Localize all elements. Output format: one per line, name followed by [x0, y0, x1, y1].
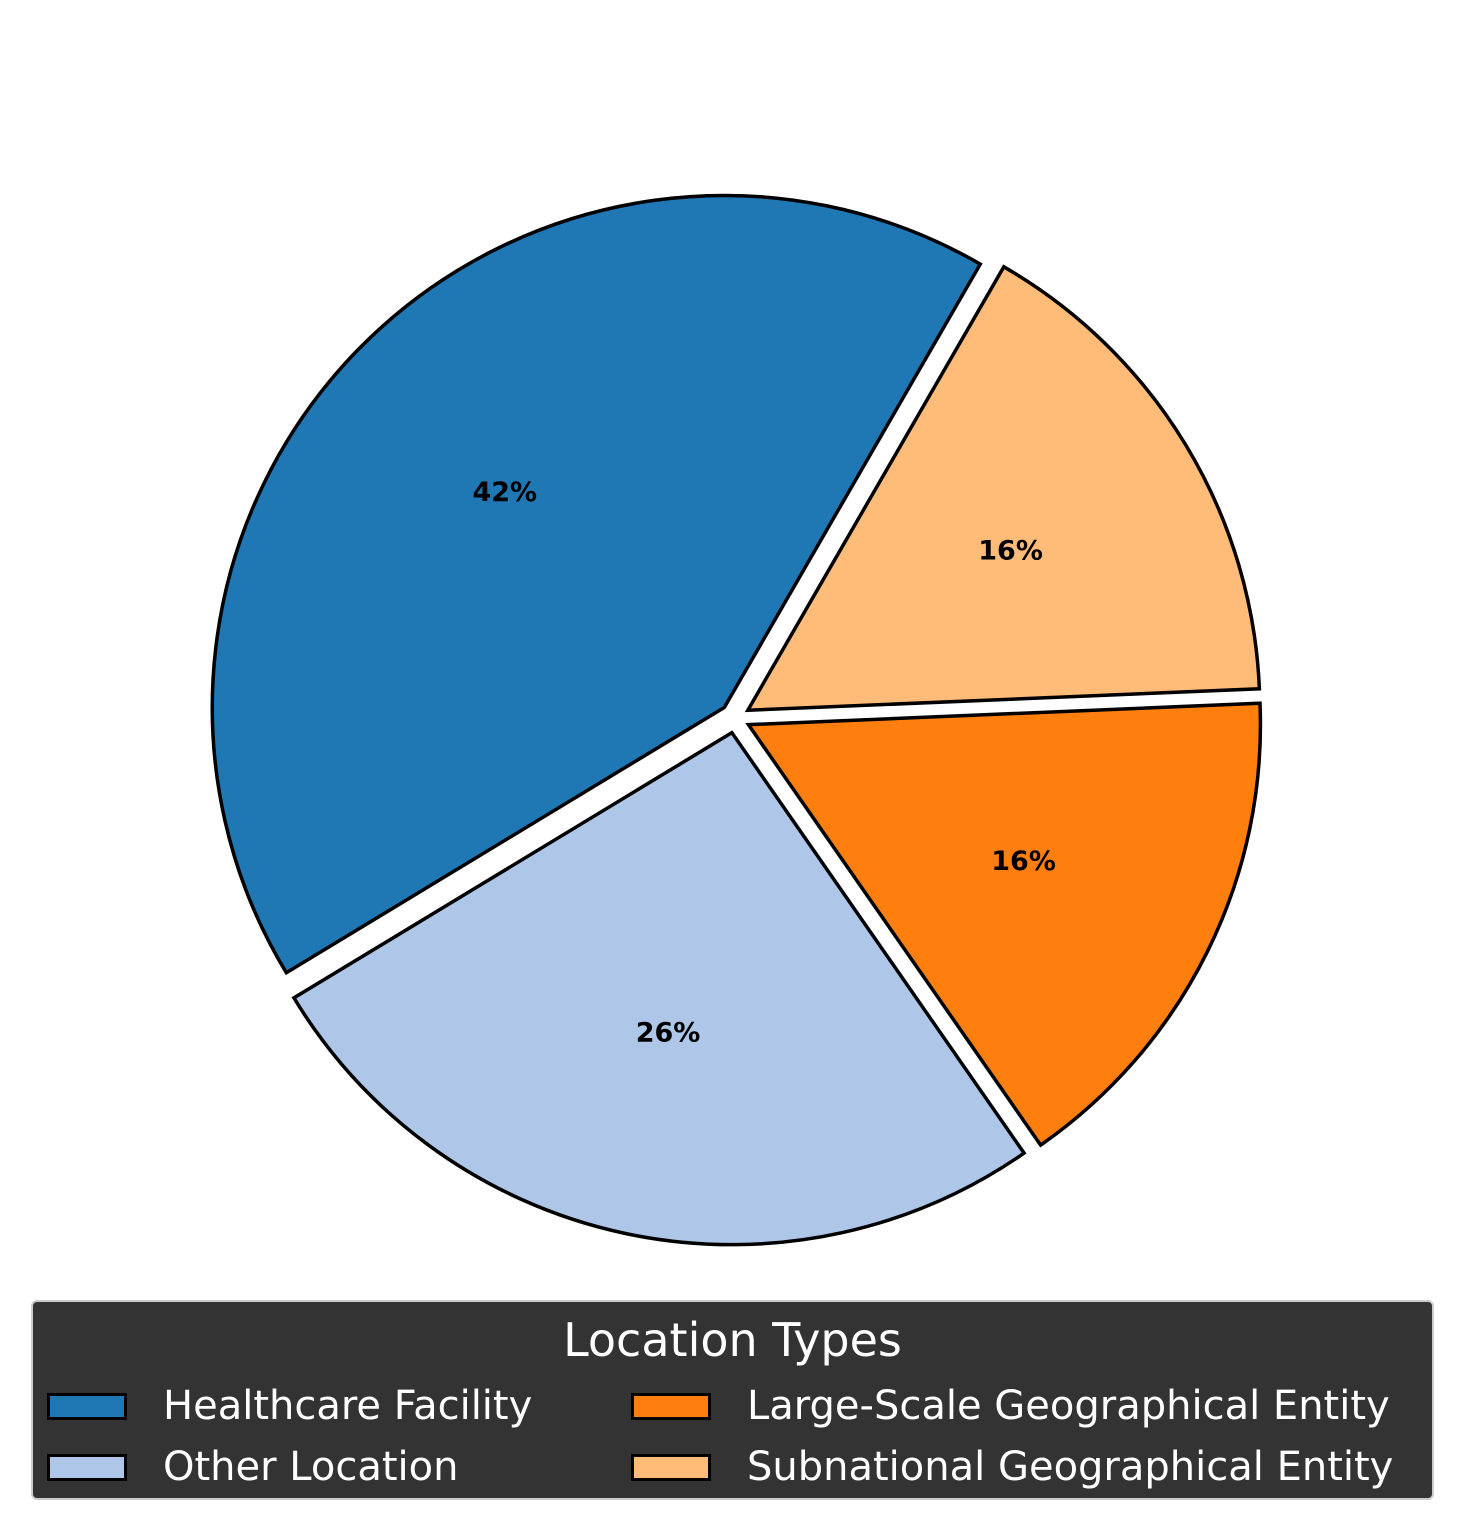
- legend-label: Subnational Geographical Entity: [747, 1444, 1394, 1490]
- legend: Location Types Healthcare Facility Other…: [31, 1300, 1434, 1500]
- legend-swatch: [631, 1392, 711, 1420]
- legend-label: Large-Scale Geographical Entity: [747, 1383, 1390, 1429]
- legend-item-subnational-geographical-entity: Subnational Geographical Entity: [631, 1447, 1393, 1487]
- legend-item-large-scale-geographical-entity: Large-Scale Geographical Entity: [631, 1386, 1390, 1426]
- legend-label: Other Location: [163, 1444, 459, 1490]
- legend-title: Location Types: [563, 1313, 902, 1367]
- pie-slice-healthcare-facility: [210, 193, 983, 976]
- slice-percent-label: 26%: [636, 1018, 701, 1049]
- legend-swatch: [47, 1453, 127, 1481]
- pie-slice-subnational-geographical-entity: [744, 264, 1262, 713]
- legend-item-other-location: Other Location: [47, 1447, 458, 1487]
- legend-label: Healthcare Facility: [163, 1383, 533, 1429]
- slice-percent-label: 42%: [472, 477, 537, 508]
- pie-slice-large-scale-geographical-entity: [745, 701, 1263, 1148]
- legend-swatch: [47, 1392, 127, 1420]
- legend-item-healthcare-facility: Healthcare Facility: [47, 1386, 532, 1426]
- legend-swatch: [631, 1453, 711, 1481]
- slice-percent-label: 16%: [991, 846, 1056, 877]
- slice-percent-label: 16%: [978, 536, 1043, 567]
- pie-slice-other-location: [291, 730, 1027, 1247]
